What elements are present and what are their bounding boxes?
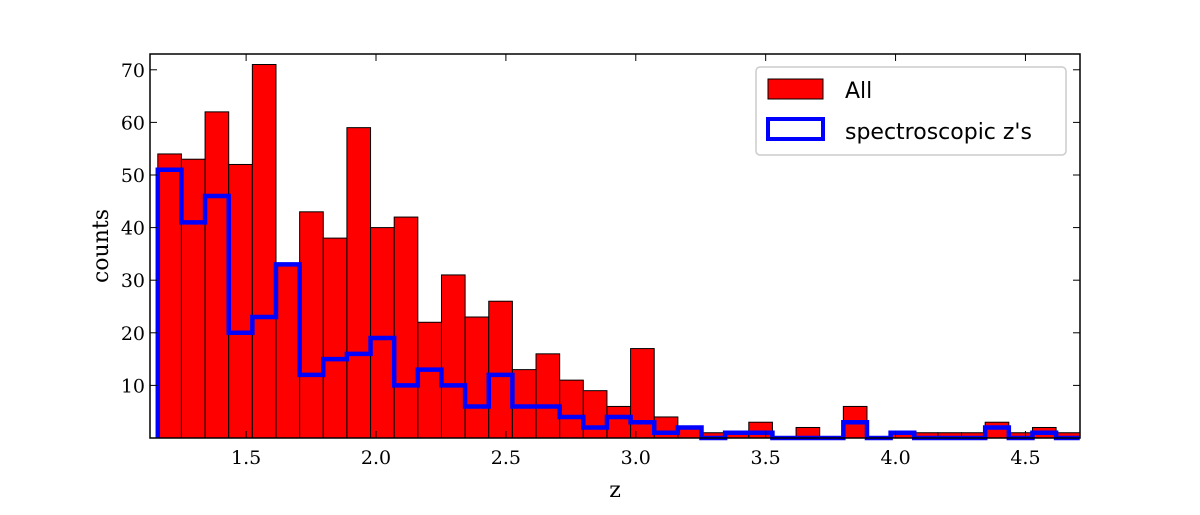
x-tick-label: 2.0: [361, 447, 391, 469]
bar-all-6: [299, 211, 324, 439]
bar-all-12: [440, 274, 466, 439]
bar-all-9: [370, 227, 395, 439]
bar-all-14: [488, 300, 513, 439]
bar-all-13: [464, 316, 490, 439]
bar-all-16: [535, 353, 561, 439]
y-tick-label: 70: [121, 60, 145, 82]
x-tick-label: 3.5: [751, 447, 781, 469]
bar-all-4: [251, 64, 277, 439]
legend-label-all: All: [845, 79, 872, 104]
y-tick-label: 20: [121, 323, 145, 345]
legend-swatch-all: [767, 78, 824, 100]
bar-all-10: [393, 216, 419, 439]
x-tick-label: 2.5: [491, 447, 521, 469]
y-tick-label: 50: [121, 165, 145, 187]
bar-all-18: [582, 390, 608, 439]
bar-all-5: [275, 263, 301, 439]
bar-all-0: [157, 153, 182, 439]
x-tick-label: 1.5: [231, 447, 261, 469]
x-tick-label: 3.0: [621, 447, 651, 469]
bar-all-8: [346, 127, 372, 439]
bar-all-11: [417, 321, 442, 439]
legend-label-spectroscopic: spectroscopic z's: [845, 120, 1032, 145]
bar-all-19: [606, 405, 632, 439]
y-tick-label: 30: [121, 270, 145, 292]
spectroscopic-step-line: [155, 167, 1080, 441]
y-tick-label: 60: [121, 112, 145, 134]
bar-all-17: [559, 379, 584, 439]
bar-all-25: [748, 421, 773, 439]
bar-all-7: [322, 237, 348, 439]
axis-ticks: 1.5 2.0 2.5 3.0 3.5 4.0 4.5 10 20 30 40 50 60 70: [121, 54, 1080, 469]
bar-all-3: [228, 163, 253, 439]
y-tick-label: 10: [121, 375, 145, 397]
x-tick-label: 4.5: [1010, 447, 1040, 469]
legend-swatch-spectroscopic: [766, 117, 825, 141]
bar-all-2: [204, 111, 230, 439]
y-tick-label: 40: [121, 218, 145, 240]
legend: All spectroscopic z's: [755, 66, 1067, 156]
bar-all-35: [984, 421, 1010, 439]
x-tick-label: 4.0: [880, 447, 910, 469]
plot-frame: [149, 53, 1081, 439]
legend-frame: [755, 66, 1067, 156]
x-axis-label: z: [609, 478, 621, 503]
bar-all-20: [630, 348, 655, 439]
y-axis-label: counts: [89, 209, 114, 283]
bar-all-1: [180, 158, 206, 439]
all-bars-group: [157, 64, 1081, 439]
bar-all-15: [511, 369, 537, 439]
